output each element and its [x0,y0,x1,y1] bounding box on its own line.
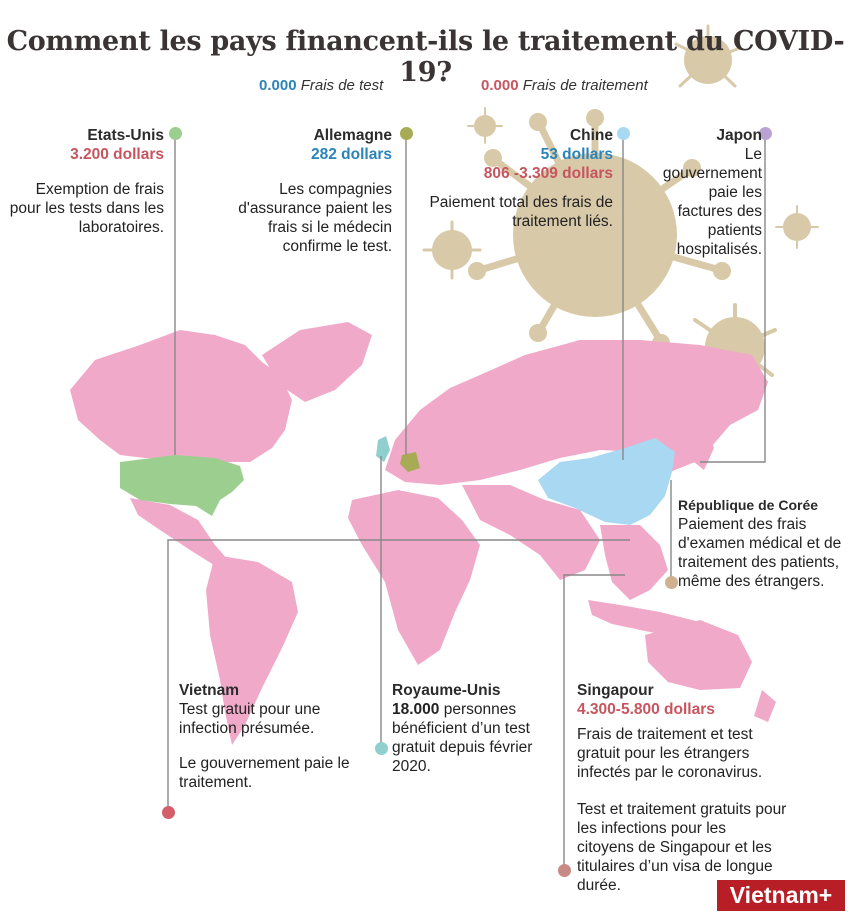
map-usa [120,455,244,516]
virus-icon-large [468,109,731,352]
legend-test-label: Frais de test [300,77,384,94]
vietnam-desc-2: Le gouvernement paie le traitement. [179,755,350,791]
map-uk [376,436,390,462]
uk-dot [375,742,388,755]
legend-test-value: 0.000 [259,77,297,94]
japan-line [700,133,766,463]
singapore-line [563,574,625,870]
vietnamplus-logo: Vietnam+ [717,880,845,911]
map-germany [400,452,420,472]
usa-name: Etats-Unis [87,127,164,144]
legend-test: 0.000 Frais de test [259,77,383,94]
uk-highlight: 18.000 [392,701,440,718]
germany-block: Allemagne 282 dollars Les compagnies d'a… [222,126,392,256]
vietnam-dot [162,806,175,819]
uk-desc: personnes bénéficient d’un test gratuit … [392,701,533,775]
singapore-name: Singapour [577,682,654,699]
china-dot [617,127,630,140]
singapore-cost: 4.300-5.800 dollars [577,701,715,718]
germany-name: Allemagne [313,127,392,144]
world-map [70,322,776,745]
map-new-zealand [754,690,776,722]
china-name: Chine [569,127,613,144]
singapore-block: Singapour 4.300-5.800 dollars Frais de t… [577,681,787,895]
map-eurasia [385,340,768,485]
map-mexico-central-america [130,498,228,565]
korea-desc: Paiement des frais d'examen médical et d… [678,516,842,590]
korea-name: République de Corée [678,497,819,513]
legend-treatment-label: Frais de traitement [522,77,648,94]
map-south-america [206,555,298,745]
japan-block: Japon Le gouvernement paie les factures … [650,126,762,259]
japan-desc: Le gouvernement paie les factures des pa… [662,146,762,258]
map-southeast-asia [600,525,668,600]
singapore-desc-2: Test et traitement gratuits pour les inf… [577,801,787,894]
vietnam-desc-1: Test gratuit pour une infection présumée… [179,701,321,737]
china-treatment-cost: 806 -3.309 dollars [483,165,613,182]
virus-icon-top-right [674,24,742,88]
uk-name: Royaume-Unis [392,682,501,699]
singapore-dot [558,864,571,877]
vietnam-line [167,539,630,812]
map-africa [348,490,480,665]
virus-decorations [422,24,819,387]
usa-desc: Exemption de frais pour les tests dans l… [9,181,164,236]
china-block: Chine 53 dollars 806 -3.309 dollars Paie… [428,126,613,231]
virus-icon-mid-left [422,220,482,280]
legend-treatment-value: 0.000 [481,77,519,94]
china-test-cost: 53 dollars [540,146,613,163]
leader-lines [167,133,766,870]
korea-block: République de Corée Paiement des frais d… [678,496,848,591]
map-japan [694,432,714,470]
germany-dot [400,127,413,140]
map-australia [645,620,752,690]
map-middle-east-india [462,485,600,580]
singapore-desc-1: Frais de traitement et test gratuit pour… [577,726,763,781]
map-greenland [262,322,372,402]
uk-desc-wrap: 18.000 personnes bénéficient d’un test g… [392,700,542,776]
usa-block: Etats-Unis 3.200 dollars Exemption de fr… [8,126,164,237]
map-china [538,438,675,525]
korea-dot [665,576,678,589]
page-title: Comment les pays financent-ils le traite… [6,26,845,88]
usa-dot [169,127,182,140]
usa-cost: 3.200 dollars [70,146,164,163]
map-canada-alaska [70,330,292,462]
japan-name: Japon [716,127,762,144]
japan-dot [759,127,772,140]
uk-block: Royaume-Unis 18.000 personnes bénéficien… [392,681,542,776]
china-desc: Paiement total des frais de traitement l… [429,194,613,230]
legend-treatment: 0.000 Frais de traitement [481,77,648,94]
germany-desc: Les compagnies d'assurance paient les fr… [238,181,392,255]
virus-icon-small-2 [775,205,819,249]
virus-icon-small-1 [467,107,503,144]
vietnam-name: Vietnam [179,682,240,699]
germany-cost: 282 dollars [311,146,392,163]
vietnam-block: Vietnam Test gratuit pour une infection … [179,681,354,792]
